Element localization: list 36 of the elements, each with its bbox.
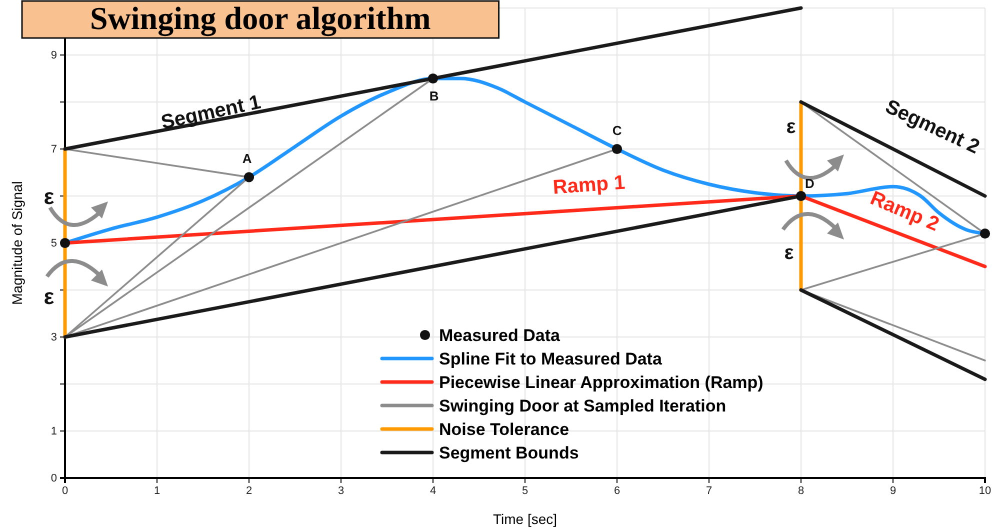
x-tick-label: 1: [154, 484, 160, 497]
x-tick-label: 9: [890, 484, 896, 497]
legend-label: Swinging Door at Sampled Iteration: [439, 396, 726, 416]
annotation: C: [612, 123, 622, 138]
y-tick-label: 9: [50, 50, 57, 62]
x-tick-label: 10: [978, 484, 992, 497]
annotation: ε: [44, 284, 55, 309]
x-tick-label: 3: [338, 484, 344, 497]
annotation: ε: [784, 242, 794, 264]
annotation: Ramp 1: [552, 172, 626, 199]
y-tick-label: 1: [50, 426, 57, 438]
x-tick-label: 8: [798, 484, 804, 497]
x-tick-label: 6: [614, 484, 620, 497]
y-tick-label: 7: [50, 144, 57, 156]
annotation: ε: [44, 184, 55, 209]
x-axis-title: Time [sec]: [492, 511, 558, 527]
legend-label: Spline Fit to Measured Data: [439, 350, 662, 368]
y-tick-label: 5: [50, 238, 57, 250]
x-tick-label: 0: [62, 484, 68, 497]
x-tick-label: 4: [430, 484, 436, 497]
x-tick-label: 7: [706, 484, 712, 497]
annotation: A: [242, 151, 252, 166]
legend-label: Segment Bounds: [439, 444, 579, 462]
annotation: D: [805, 176, 814, 191]
annotation: ε: [786, 116, 796, 138]
annotation: Segment 1: [159, 91, 263, 134]
annotation: B: [429, 88, 439, 104]
x-tick-label: 2: [246, 484, 252, 497]
legend-label: Measured Data: [439, 326, 560, 345]
legend-label: Piecewise Linear Approximation (Ramp): [439, 373, 764, 392]
chart-title: Swinging door algorithm: [90, 0, 432, 37]
legend-label: Noise Tolerance: [439, 420, 570, 439]
y-tick-label: 3: [50, 332, 57, 344]
x-tick-label: 5: [522, 484, 528, 497]
y-tick-label: 0: [50, 472, 57, 485]
y-axis-title: Magnitude of Signal: [9, 181, 25, 305]
